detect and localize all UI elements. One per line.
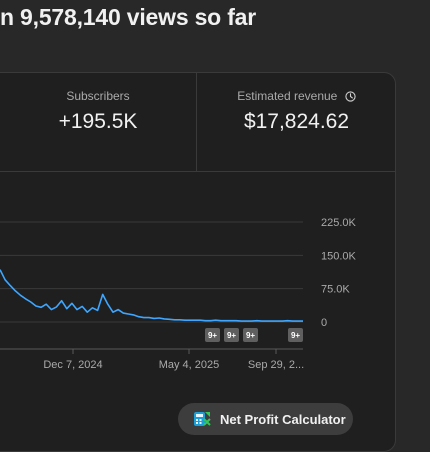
views-series-line (0, 269, 303, 322)
calculator-icon (194, 412, 211, 426)
page-title: n 9,578,140 views so far (0, 4, 257, 30)
net-profit-calculator-button[interactable]: Net Profit Calculator (178, 403, 353, 435)
x-tick-label: May 4, 2025 (159, 359, 220, 371)
upload-badge[interactable] (205, 328, 220, 342)
metrics-row: Subscribers +195.5K Estimated revenue $1… (0, 72, 396, 172)
upload-badge-label: 9+ (291, 331, 300, 340)
subscribers-metric[interactable]: Subscribers +195.5K (0, 72, 196, 172)
x-tick-label: Sep 29, 2... (248, 359, 304, 371)
y-tick-label: 75.0K (321, 284, 350, 296)
net-profit-calculator-label: Net Profit Calculator (220, 412, 346, 427)
x-tick-label: Dec 7, 2024 (43, 359, 102, 371)
revenue-metric[interactable]: Estimated revenue $17,824.62 (196, 72, 396, 172)
page-scroll-area[interactable] (406, 0, 430, 430)
revenue-label: Estimated revenue (237, 89, 338, 103)
revenue-label-row: Estimated revenue (197, 89, 396, 103)
upload-badge-label: 9+ (208, 331, 217, 340)
clock-icon[interactable] (345, 91, 356, 102)
upload-badge-label: 9+ (246, 331, 255, 340)
subscribers-label: Subscribers (66, 89, 130, 103)
y-tick-label: 150.0K (321, 250, 357, 262)
y-tick-label: 0 (321, 317, 327, 329)
upload-badge-label: 9+ (227, 331, 236, 340)
revenue-value: $17,824.62 (243, 110, 350, 133)
upload-badge[interactable] (288, 328, 303, 342)
analytics-card (0, 72, 396, 452)
y-tick-label: 225.0K (321, 217, 357, 229)
subscribers-value: +195.5K (58, 110, 138, 133)
upload-badge[interactable] (243, 328, 258, 342)
views-line-chart: 225.0K 150.0K 75.0K 0 Dec 7, 2024 May 4, 2025… (0, 217, 357, 371)
upload-badge[interactable] (224, 328, 239, 342)
